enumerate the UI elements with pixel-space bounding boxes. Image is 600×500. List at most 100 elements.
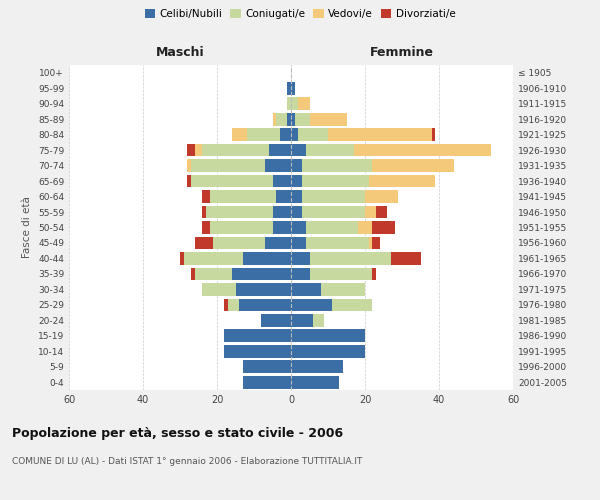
Bar	[365, 206, 376, 218]
Bar	[265, 159, 291, 172]
Bar	[291, 360, 343, 373]
Bar	[224, 345, 291, 358]
Bar	[302, 190, 365, 203]
Bar	[228, 298, 239, 311]
Bar	[243, 376, 291, 388]
Bar	[209, 190, 276, 203]
Text: COMUNE DI LU (AL) - Dati ISTAT 1° gennaio 2006 - Elaborazione TUTTITALIA.IT: COMUNE DI LU (AL) - Dati ISTAT 1° gennai…	[12, 458, 362, 466]
Bar	[272, 174, 291, 188]
Bar	[391, 252, 421, 265]
Bar	[232, 128, 247, 141]
Bar	[202, 221, 209, 234]
Bar	[224, 298, 228, 311]
Bar	[202, 190, 209, 203]
Bar	[368, 236, 373, 250]
Bar	[373, 268, 376, 280]
Text: Femmine: Femmine	[370, 46, 434, 59]
Bar	[291, 268, 310, 280]
Bar	[247, 128, 280, 141]
Bar	[291, 236, 306, 250]
Legend: Celibi/Nubili, Coniugati/e, Vedovi/e, Divorziati/e: Celibi/Nubili, Coniugati/e, Vedovi/e, Di…	[140, 5, 460, 24]
Bar	[276, 190, 291, 203]
Bar	[272, 113, 276, 126]
Bar	[354, 144, 491, 156]
Bar	[272, 206, 291, 218]
Bar	[302, 159, 373, 172]
Bar	[287, 98, 291, 110]
Bar	[310, 252, 391, 265]
Bar	[373, 236, 380, 250]
Bar	[191, 268, 195, 280]
Bar	[187, 174, 191, 188]
Bar	[232, 268, 291, 280]
Bar	[291, 221, 306, 234]
Text: Maschi: Maschi	[155, 46, 205, 59]
Bar	[291, 330, 365, 342]
Bar	[269, 144, 291, 156]
Bar	[291, 345, 365, 358]
Bar	[332, 298, 373, 311]
Bar	[291, 159, 302, 172]
Bar	[298, 128, 328, 141]
Bar	[365, 190, 398, 203]
Bar	[306, 144, 354, 156]
Bar	[291, 98, 298, 110]
Bar	[187, 144, 195, 156]
Bar	[291, 174, 302, 188]
Y-axis label: Fasce di età: Fasce di età	[22, 196, 32, 258]
Bar	[191, 159, 265, 172]
Bar	[291, 206, 302, 218]
Bar	[202, 283, 235, 296]
Bar	[224, 330, 291, 342]
Bar	[291, 376, 339, 388]
Bar	[295, 113, 310, 126]
Bar	[291, 113, 295, 126]
Bar	[310, 113, 347, 126]
Bar	[291, 82, 295, 94]
Bar	[262, 314, 291, 326]
Bar	[291, 283, 320, 296]
Bar	[358, 221, 373, 234]
Bar	[195, 268, 232, 280]
Bar	[191, 174, 272, 188]
Bar	[287, 113, 291, 126]
Bar	[291, 128, 298, 141]
Bar	[209, 221, 272, 234]
Bar	[302, 206, 365, 218]
Bar	[306, 236, 368, 250]
Bar	[243, 252, 291, 265]
Bar	[195, 144, 202, 156]
Bar	[373, 159, 454, 172]
Bar	[313, 314, 325, 326]
Text: Popolazione per età, sesso e stato civile - 2006: Popolazione per età, sesso e stato civil…	[12, 428, 343, 440]
Bar	[291, 252, 310, 265]
Bar	[306, 221, 358, 234]
Bar	[291, 314, 313, 326]
Bar	[235, 283, 291, 296]
Bar	[206, 206, 272, 218]
Bar	[298, 98, 310, 110]
Bar	[368, 174, 435, 188]
Bar	[265, 236, 291, 250]
Bar	[291, 190, 302, 203]
Bar	[214, 236, 265, 250]
Bar	[373, 221, 395, 234]
Bar	[276, 113, 287, 126]
Bar	[302, 174, 369, 188]
Bar	[280, 128, 291, 141]
Bar	[431, 128, 436, 141]
Bar	[180, 252, 184, 265]
Bar	[291, 298, 332, 311]
Bar	[310, 268, 373, 280]
Bar	[243, 360, 291, 373]
Bar	[291, 144, 306, 156]
Bar	[320, 283, 365, 296]
Bar	[328, 128, 431, 141]
Bar	[287, 82, 291, 94]
Bar	[239, 298, 291, 311]
Bar	[195, 236, 214, 250]
Bar	[187, 159, 191, 172]
Bar	[272, 221, 291, 234]
Bar	[202, 144, 269, 156]
Bar	[376, 206, 387, 218]
